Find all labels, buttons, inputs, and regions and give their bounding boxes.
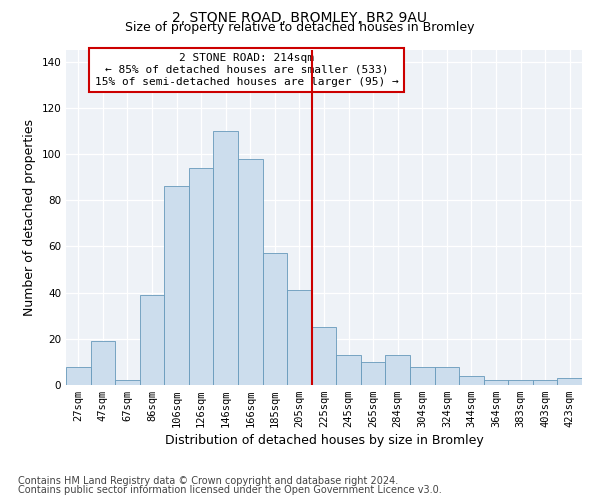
Bar [385,355,410,385]
Text: 2 STONE ROAD: 214sqm
← 85% of detached houses are smaller (533)
15% of semi-deta: 2 STONE ROAD: 214sqm ← 85% of detached h… [95,54,398,86]
Text: Contains public sector information licensed under the Open Government Licence v3: Contains public sector information licen… [18,485,442,495]
Text: 2, STONE ROAD, BROMLEY, BR2 9AU: 2, STONE ROAD, BROMLEY, BR2 9AU [173,11,427,25]
Bar [484,380,508,385]
Bar [115,380,140,385]
Bar [189,168,214,385]
Bar [557,378,582,385]
Bar [336,355,361,385]
Y-axis label: Number of detached properties: Number of detached properties [23,119,36,316]
Bar [361,362,385,385]
Bar [434,366,459,385]
Bar [459,376,484,385]
Bar [410,366,434,385]
Bar [140,295,164,385]
Bar [287,290,312,385]
Bar [91,341,115,385]
Text: Size of property relative to detached houses in Bromley: Size of property relative to detached ho… [125,21,475,34]
Bar [263,254,287,385]
X-axis label: Distribution of detached houses by size in Bromley: Distribution of detached houses by size … [164,434,484,448]
Bar [164,186,189,385]
Text: Contains HM Land Registry data © Crown copyright and database right 2024.: Contains HM Land Registry data © Crown c… [18,476,398,486]
Bar [508,380,533,385]
Bar [238,158,263,385]
Bar [533,380,557,385]
Bar [214,131,238,385]
Bar [66,366,91,385]
Bar [312,327,336,385]
